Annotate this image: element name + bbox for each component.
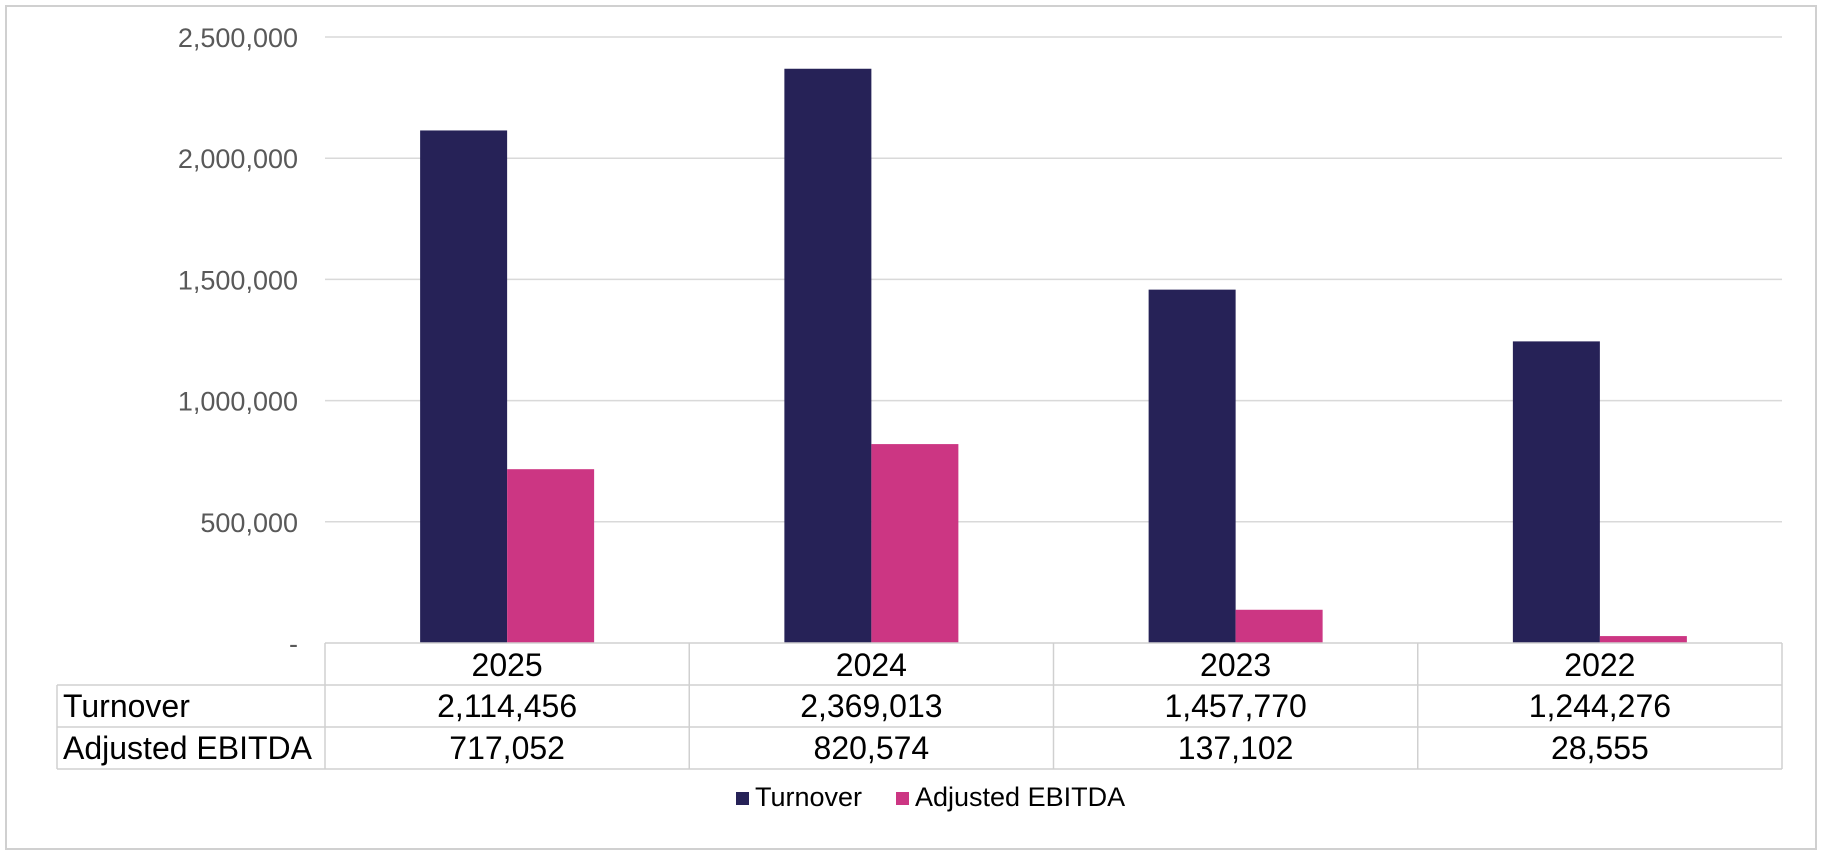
table-value: 1,457,770 [1164,688,1306,724]
bar-adjusted-ebitda-2024 [871,444,959,643]
bar-adjusted-ebitda-2022 [1599,636,1687,643]
bar-turnover-2022 [1512,341,1600,643]
legend-swatch [736,792,749,805]
y-axis: - 500,000 1,000,000 1,500,000 2,000,000 2,500… [178,23,298,659]
bar-adjusted-ebitda-2025 [507,469,595,643]
y-tick-label: 2,000,000 [178,144,298,174]
table-value: 717,052 [449,730,565,766]
table-value: 2,369,013 [800,688,942,724]
table-series-name: Turnover [63,688,190,724]
bar-turnover-2024 [784,68,872,644]
table-value: 28,555 [1551,730,1649,766]
table-value: 820,574 [814,730,930,766]
table-value: 2,114,456 [437,688,577,724]
category-label: 2024 [836,647,907,683]
category-label: 2025 [472,647,543,683]
category-label: 2022 [1564,647,1635,683]
y-tick-label: 1,500,000 [178,265,298,295]
y-tick-label: - [289,629,298,659]
bars [420,68,1687,644]
table-series-name: Adjusted EBITDA [63,730,313,766]
bar-turnover-2025 [420,130,508,643]
bar-adjusted-ebitda-2023 [1235,609,1323,643]
table-value: 1,244,276 [1529,688,1671,724]
y-tick-label: 500,000 [200,508,298,538]
table-value: 137,102 [1178,730,1294,766]
legend-swatch [896,792,909,805]
legend-label: Turnover [755,782,862,812]
y-tick-label: 2,500,000 [178,23,298,53]
legend-label: Adjusted EBITDA [915,782,1125,812]
y-tick-label: 1,000,000 [178,387,298,417]
legend: Turnover Adjusted EBITDA [736,782,1125,812]
data-table: 2025 2024 2023 2022 Turnover 2,114,456 2,369,0… [56,642,1783,770]
category-label: 2023 [1200,647,1271,683]
bar-turnover-2023 [1148,289,1236,643]
